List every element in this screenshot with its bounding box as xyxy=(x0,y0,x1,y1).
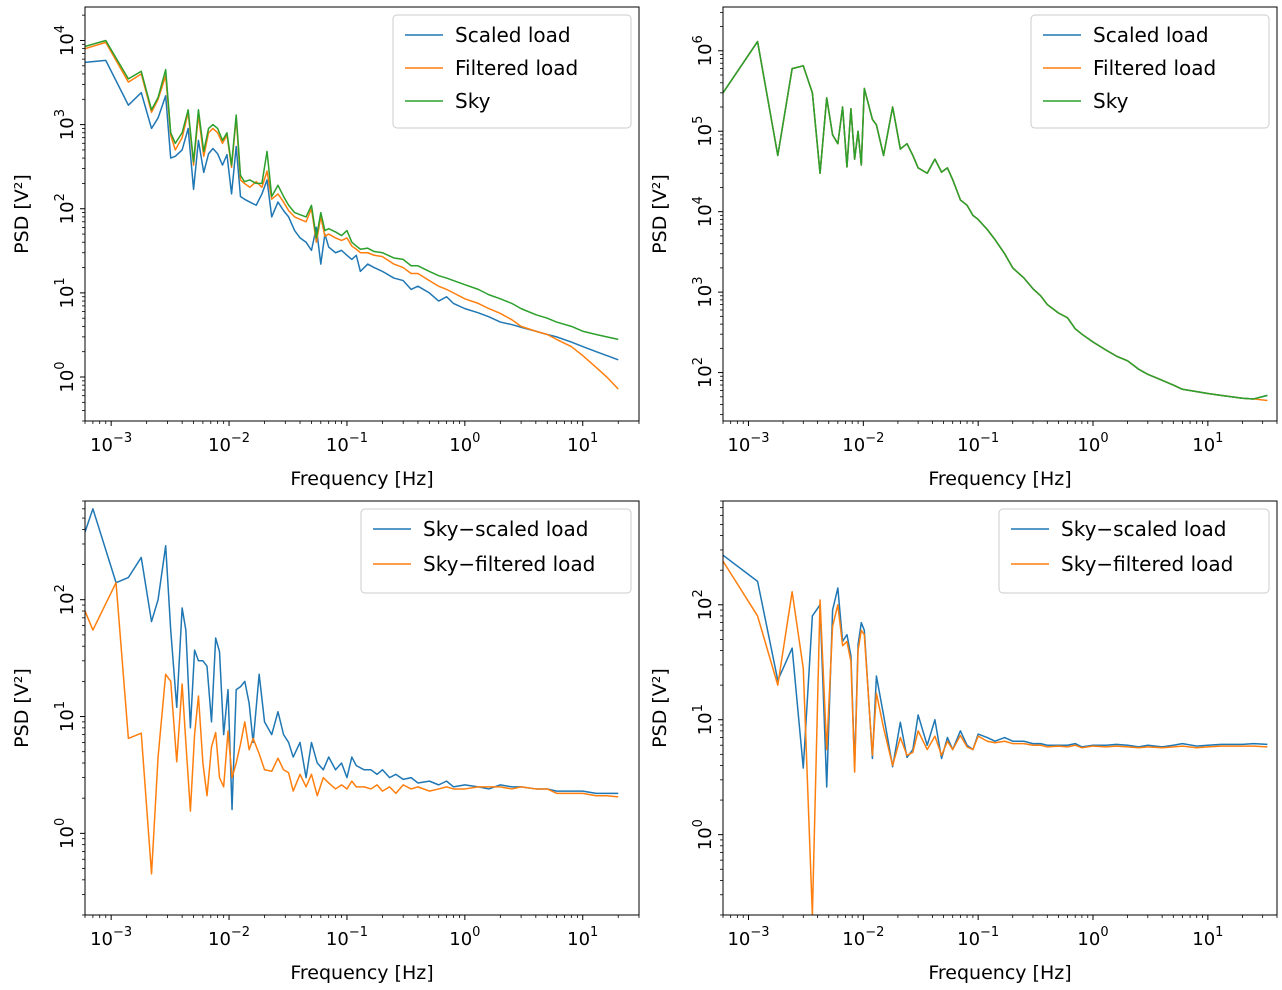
chart-2-legend: Sky−scaled load Sky−filtered load xyxy=(360,508,632,594)
chart-2-x-axis-label: Frequency [Hz] xyxy=(290,962,433,984)
chart-0-legend-label-0: Scaled load xyxy=(455,23,571,47)
chart-0-y-axis-label: PSD [V²] xyxy=(11,174,33,254)
chart-0-legend: Scaled load Filtered load Sky xyxy=(392,14,632,129)
chart-1-y-tick-label-0: 102 xyxy=(691,357,716,388)
chart-3-x-tick-label-0: 10−3 xyxy=(727,925,769,950)
chart-0-legend-label-1: Filtered load xyxy=(455,56,578,80)
chart-2-y-tick-label-0: 100 xyxy=(53,818,78,849)
chart-0-legend-label-2: Sky xyxy=(455,89,491,113)
chart-1-y-tick-label-1: 103 xyxy=(691,277,716,308)
chart-3-y-tick-label-0: 100 xyxy=(691,819,716,850)
chart-2-x-tick-label-1: 10−2 xyxy=(208,925,250,950)
chart-1-legend: Scaled load Filtered load Sky xyxy=(1030,14,1270,129)
chart-3-x-tick-label-1: 10−2 xyxy=(842,925,884,950)
chart-2-y-tick-label-2: 102 xyxy=(53,584,78,615)
chart-0-x-ticks xyxy=(84,421,640,426)
chart-2-x-tick-label-4: 101 xyxy=(567,925,598,950)
chart-1-legend-label-0: Scaled load xyxy=(1093,23,1209,47)
panel-bottom-left: 10−3 10−2 10−1 100 101 100 101 102 Frequency [Hz… xyxy=(11,500,640,984)
chart-1-legend-label-1: Filtered load xyxy=(1093,56,1216,80)
panel-top-left: 10−3 10−2 10−1 100 101 100 101 102 103 104 Frequen… xyxy=(11,6,640,490)
chart-1-x-axis-label: Frequency [Hz] xyxy=(928,468,1071,490)
chart-3-legend-label-0: Sky−scaled load xyxy=(1061,517,1227,541)
chart-0-y-tick-label-0: 100 xyxy=(53,361,78,392)
chart-1-y-tick-label-2: 104 xyxy=(691,196,716,227)
chart-3-axes-frame xyxy=(722,500,1278,916)
chart-2-y-axis-label: PSD [V²] xyxy=(11,668,33,748)
chart-0-axes-frame xyxy=(84,6,640,422)
chart-2-x-ticks xyxy=(84,915,640,920)
chart-1-x-tick-label-0: 10−3 xyxy=(727,431,769,456)
chart-3-series-line-0 xyxy=(723,554,1268,788)
chart-2-legend-label-0: Sky−scaled load xyxy=(423,517,589,541)
chart-1-legend-label-2: Sky xyxy=(1093,89,1129,113)
chart-2-x-tick-label-0: 10−3 xyxy=(90,925,132,950)
chart-3-legend-label-1: Sky−filtered load xyxy=(1061,552,1233,576)
chart-3-legend: Sky−scaled load Sky−filtered load xyxy=(998,508,1270,594)
chart-0-y-ticks xyxy=(80,14,85,422)
chart-0-y-tick-label-4: 104 xyxy=(53,25,78,56)
chart-1-x-tick-label-4: 101 xyxy=(1192,431,1223,456)
chart-1-x-tick-label-2: 10−1 xyxy=(957,431,999,456)
chart-2-y-tick-label-1: 101 xyxy=(53,701,78,732)
chart-3-y-tick-label-2: 102 xyxy=(691,589,716,620)
chart-1-y-tick-label-4: 106 xyxy=(691,35,716,66)
chart-0-x-axis-label: Frequency [Hz] xyxy=(290,468,433,490)
chart-2-x-tick-label-3: 100 xyxy=(449,925,480,950)
chart-1-series-line-2 xyxy=(723,40,1268,400)
chart-3-series-line-1 xyxy=(723,560,1268,915)
chart-0-y-tick-label-1: 101 xyxy=(53,277,78,308)
chart-0-y-tick-label-2: 102 xyxy=(53,193,78,224)
chart-0-series-line-0 xyxy=(85,59,619,361)
chart-0-y-tick-label-3: 103 xyxy=(53,109,78,140)
chart-2-x-tick-label-2: 10−1 xyxy=(326,925,368,950)
panel-top-right: 10−3 10−2 10−1 100 101 102 103 104 105 106 Frequen… xyxy=(649,6,1278,490)
chart-0-x-tick-label-4: 101 xyxy=(567,431,598,456)
chart-2-y-ticks xyxy=(80,500,85,916)
chart-2-legend-label-1: Sky−filtered load xyxy=(423,552,595,576)
chart-3-y-ticks xyxy=(718,500,723,916)
chart-1-y-tick-label-3: 105 xyxy=(691,116,716,147)
chart-1-x-tick-label-1: 10−2 xyxy=(842,431,884,456)
chart-1-x-tick-label-3: 100 xyxy=(1077,431,1108,456)
chart-1-y-ticks xyxy=(718,11,723,416)
chart-2-series-line-1 xyxy=(85,581,619,875)
panel-bottom-right: 10−3 10−2 10−1 100 101 100 101 102 Frequency [Hz… xyxy=(649,500,1278,984)
chart-3-x-axis-label: Frequency [Hz] xyxy=(928,962,1071,984)
chart-3-x-ticks xyxy=(722,915,1278,920)
chart-0-x-tick-label-3: 100 xyxy=(449,431,480,456)
chart-1-axes-frame xyxy=(722,6,1278,422)
chart-0-x-tick-label-0: 10−3 xyxy=(90,431,132,456)
chart-3-x-tick-label-3: 100 xyxy=(1077,925,1108,950)
chart-0-x-tick-label-2: 10−1 xyxy=(326,431,368,456)
chart-3-x-tick-label-2: 10−1 xyxy=(957,925,999,950)
chart-1-x-ticks xyxy=(722,421,1278,426)
chart-0-series-line-2 xyxy=(85,39,619,341)
chart-3-x-tick-label-4: 101 xyxy=(1192,925,1223,950)
chart-3-y-axis-label: PSD [V²] xyxy=(649,668,671,748)
chart-1-y-axis-label: PSD [V²] xyxy=(649,174,671,254)
chart-3-y-tick-label-1: 101 xyxy=(691,704,716,735)
chart-0-x-tick-label-1: 10−2 xyxy=(208,431,250,456)
chart-2-axes-frame xyxy=(84,500,640,916)
